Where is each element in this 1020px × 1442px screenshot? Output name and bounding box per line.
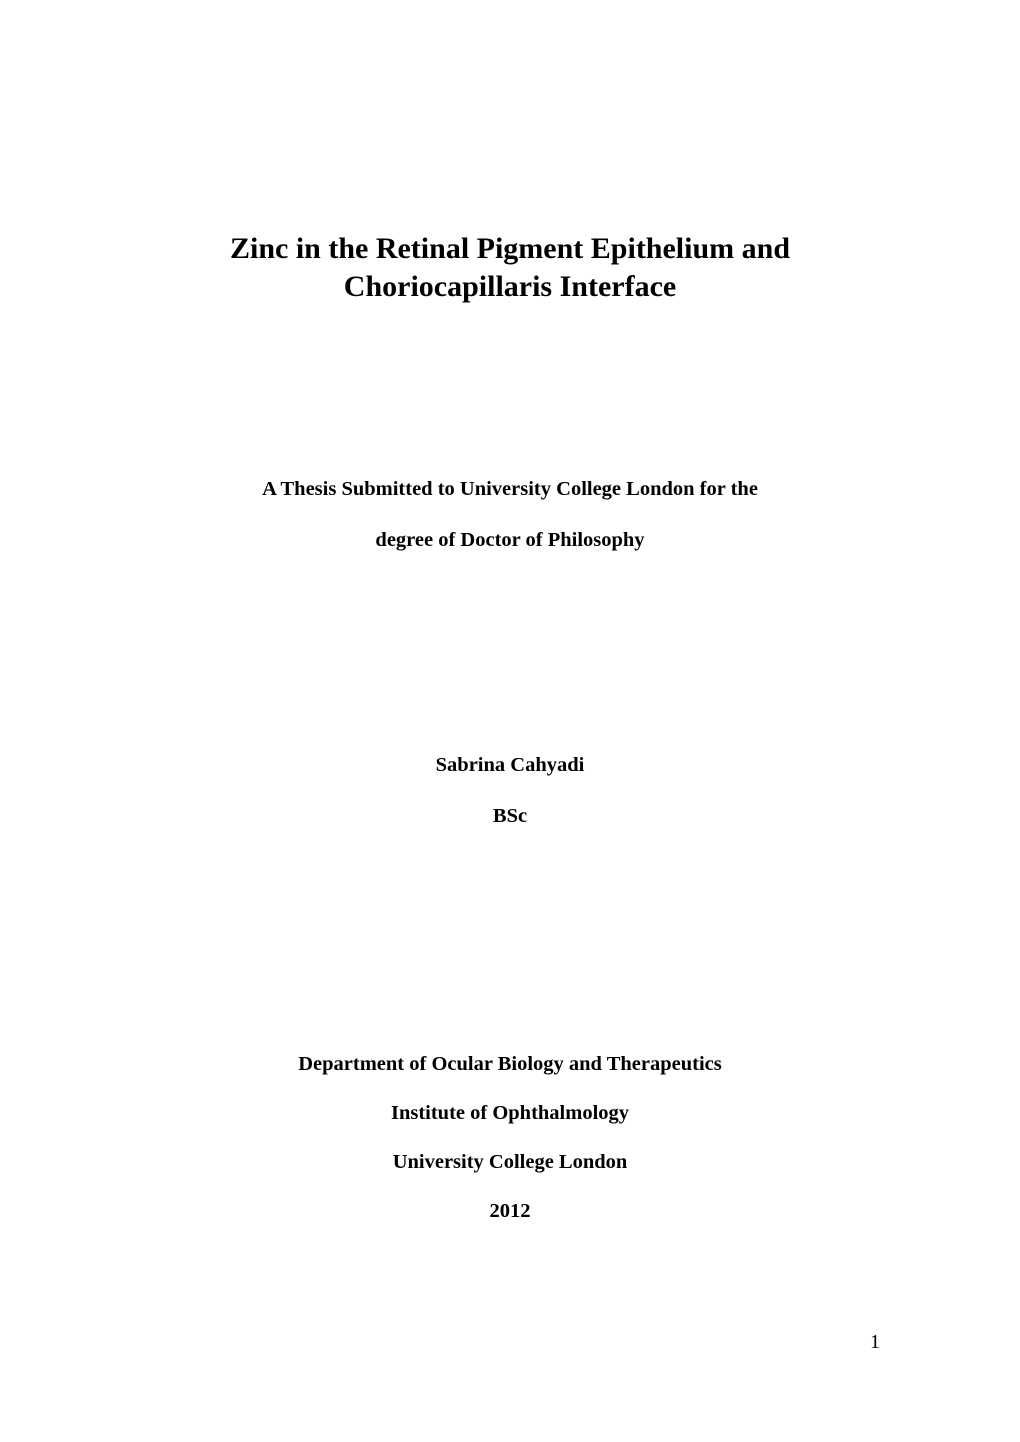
submission-line-2: degree of Doctor of Philosophy xyxy=(140,526,880,555)
affiliation-block: Department of Ocular Biology and Therape… xyxy=(140,1053,880,1223)
page-number: 1 xyxy=(870,1331,880,1354)
title-line-2: Choriocapillaris Interface xyxy=(140,268,880,306)
department: Department of Ocular Biology and Therape… xyxy=(140,1053,880,1076)
author-name: Sabrina Cahyadi xyxy=(140,754,880,777)
thesis-title-page: Zinc in the Retinal Pigment Epithelium a… xyxy=(0,0,1020,1442)
thesis-title: Zinc in the Retinal Pigment Epithelium a… xyxy=(140,0,880,305)
submission-statement: A Thesis Submitted to University College… xyxy=(140,475,880,554)
submission-line-1: A Thesis Submitted to University College… xyxy=(140,475,880,504)
author-block: Sabrina Cahyadi BSc xyxy=(140,754,880,828)
institute: Institute of Ophthalmology xyxy=(140,1102,880,1125)
university: University College London xyxy=(140,1151,880,1174)
year: 2012 xyxy=(140,1200,880,1223)
title-line-1: Zinc in the Retinal Pigment Epithelium a… xyxy=(140,230,880,268)
author-degree: BSc xyxy=(140,805,880,828)
